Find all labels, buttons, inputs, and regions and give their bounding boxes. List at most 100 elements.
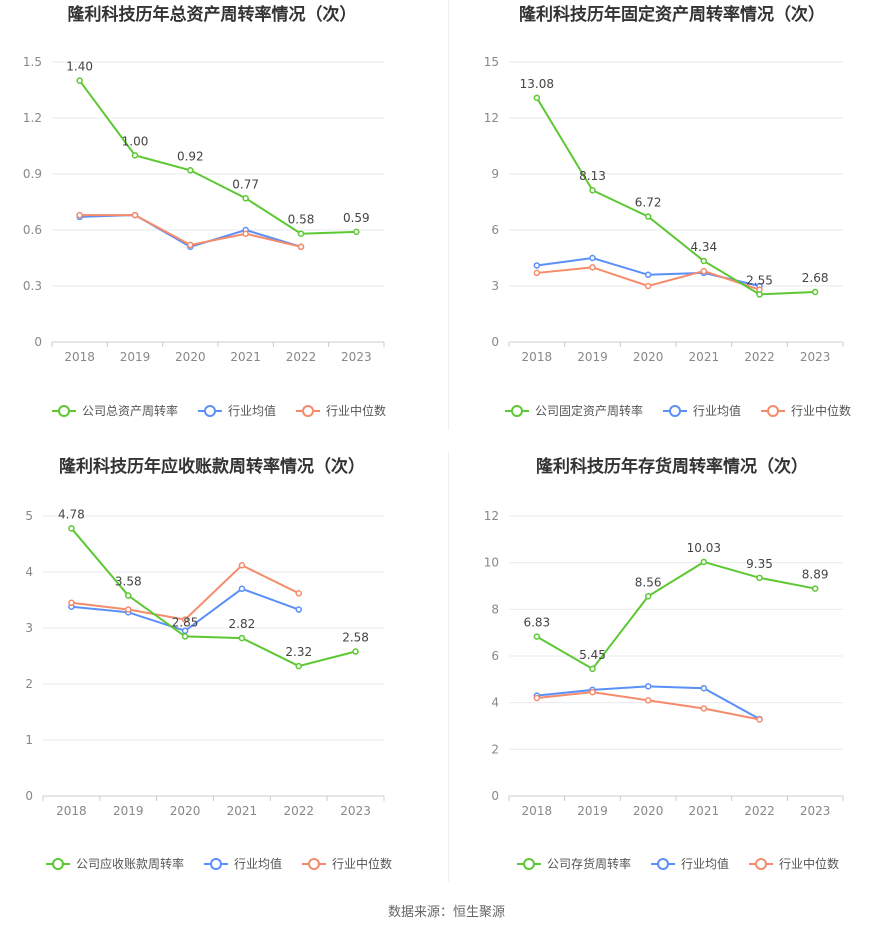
data-label: 2.68	[802, 271, 829, 285]
data-point[interactable]	[644, 282, 652, 290]
data-point[interactable]	[68, 599, 75, 607]
y-tick-label: 4	[25, 565, 33, 579]
data-label: 2.55	[746, 273, 773, 287]
data-point[interactable]	[533, 262, 541, 269]
data-point[interactable]	[589, 186, 596, 194]
legend-item-2[interactable]: 行业中位数	[761, 403, 851, 418]
data-point[interactable]	[644, 683, 652, 690]
data-point[interactable]	[533, 694, 541, 702]
data-point[interactable]	[756, 716, 763, 723]
data-point[interactable]	[700, 684, 708, 692]
data-point[interactable]	[353, 228, 360, 236]
data-point[interactable]	[644, 697, 652, 704]
data-point[interactable]	[238, 562, 246, 569]
data-point[interactable]	[297, 230, 305, 237]
data-point[interactable]	[297, 243, 305, 251]
data-point[interactable]	[589, 264, 596, 271]
legend-label: 行业中位数	[791, 403, 851, 418]
legend-item-1[interactable]: 行业均值	[198, 403, 276, 418]
data-label: 2.32	[285, 645, 312, 659]
legend-item-2[interactable]: 行业中位数	[749, 856, 839, 871]
data-point[interactable]	[187, 241, 194, 249]
data-point[interactable]	[589, 665, 596, 673]
charts-grid: 隆利科技历年总资产周转率情况（次） 0 0.3 0.6 0.9 1.2 1.5 2018 201…	[23, 0, 851, 882]
legend-item-2[interactable]: 行业中位数	[296, 403, 386, 418]
data-point[interactable]	[295, 662, 302, 670]
x-tick-label: 2023	[800, 804, 831, 818]
legend-item-0[interactable]: 公司固定资产周转率	[505, 403, 643, 418]
data-point[interactable]	[533, 633, 541, 640]
legend-label: 行业均值	[228, 403, 276, 418]
data-point[interactable]	[589, 254, 596, 262]
data-point[interactable]	[644, 271, 652, 279]
data-point[interactable]	[125, 606, 132, 613]
x-tick-label: 2023	[800, 350, 831, 364]
legend-item-0[interactable]: 公司应收账款周转率	[46, 856, 184, 871]
data-point[interactable]	[181, 616, 189, 623]
chart-panel-4: 隆利科技历年存货周转率情况（次） 0 2 4 6 8 10 12 2018 2019 2020 202…	[484, 456, 844, 871]
data-point[interactable]	[76, 77, 83, 84]
data-point[interactable]	[131, 211, 139, 219]
series-line-0	[70, 527, 356, 668]
legend-item-1[interactable]: 行业均值	[663, 403, 741, 418]
data-point[interactable]	[700, 705, 708, 712]
x-tick-label: 2021	[227, 804, 258, 818]
y-tick-label: 0	[34, 335, 42, 349]
y-tick-label: 0.6	[23, 223, 42, 237]
data-point[interactable]	[238, 585, 246, 593]
data-point[interactable]	[700, 558, 708, 566]
data-point[interactable]	[125, 592, 132, 599]
data-point[interactable]	[811, 288, 819, 296]
data-point[interactable]	[242, 195, 249, 202]
data-point[interactable]	[181, 633, 189, 640]
y-tick-label: 2	[491, 742, 499, 756]
data-point[interactable]	[238, 634, 246, 642]
data-point[interactable]	[700, 257, 708, 265]
data-label: 10.03	[687, 541, 721, 555]
data-point[interactable]	[352, 648, 359, 655]
data-point[interactable]	[811, 585, 819, 592]
y-tick-label: 3	[491, 279, 499, 293]
data-point[interactable]	[242, 230, 249, 237]
y-tick-label: 0	[25, 789, 33, 803]
data-point[interactable]	[756, 574, 763, 582]
data-point[interactable]	[131, 152, 139, 159]
x-tick-label: 2020	[633, 804, 664, 818]
data-label: 1.40	[66, 60, 93, 74]
data-point[interactable]	[295, 606, 302, 613]
legend-item-0[interactable]: 公司存货周转率	[517, 856, 631, 871]
data-point[interactable]	[533, 94, 541, 102]
data-point[interactable]	[68, 525, 75, 532]
y-tick-label: 2	[25, 677, 33, 691]
legend-item-1[interactable]: 行业均值	[204, 856, 282, 871]
data-point[interactable]	[700, 267, 708, 275]
x-tick-label: 2022	[286, 350, 317, 364]
chart-title: 隆利科技历年总资产周转率情况（次）	[68, 4, 357, 25]
series-line-0	[535, 97, 816, 296]
data-point[interactable]	[187, 167, 194, 174]
data-point[interactable]	[295, 590, 302, 597]
data-point[interactable]	[756, 291, 763, 298]
y-tick-label: 10	[484, 556, 499, 570]
data-point[interactable]	[644, 593, 652, 600]
y-tick-label: 0.9	[23, 167, 42, 181]
legend-item-2[interactable]: 行业中位数	[302, 856, 392, 871]
data-point[interactable]	[533, 269, 541, 277]
data-point[interactable]	[589, 688, 596, 696]
data-label: 1.00	[122, 134, 149, 148]
y-tick-label: 8	[491, 602, 499, 616]
data-point[interactable]	[644, 213, 652, 220]
x-tick-label: 2018	[56, 804, 87, 818]
legend-item-0[interactable]: 公司总资产周转率	[52, 403, 178, 418]
y-tick-label: 3	[25, 621, 33, 635]
legend-label: 行业中位数	[332, 856, 392, 871]
data-label: 3.58	[115, 575, 142, 589]
series-line-0	[78, 80, 357, 235]
legend-label: 公司应收账款周转率	[76, 856, 184, 871]
x-tick-label: 2018	[64, 350, 95, 364]
data-point[interactable]	[76, 211, 83, 219]
legend-item-1[interactable]: 行业均值	[651, 856, 729, 871]
data-source-note: 数据来源：恒生聚源	[387, 905, 505, 920]
legend-label: 公司总资产周转率	[82, 403, 178, 418]
